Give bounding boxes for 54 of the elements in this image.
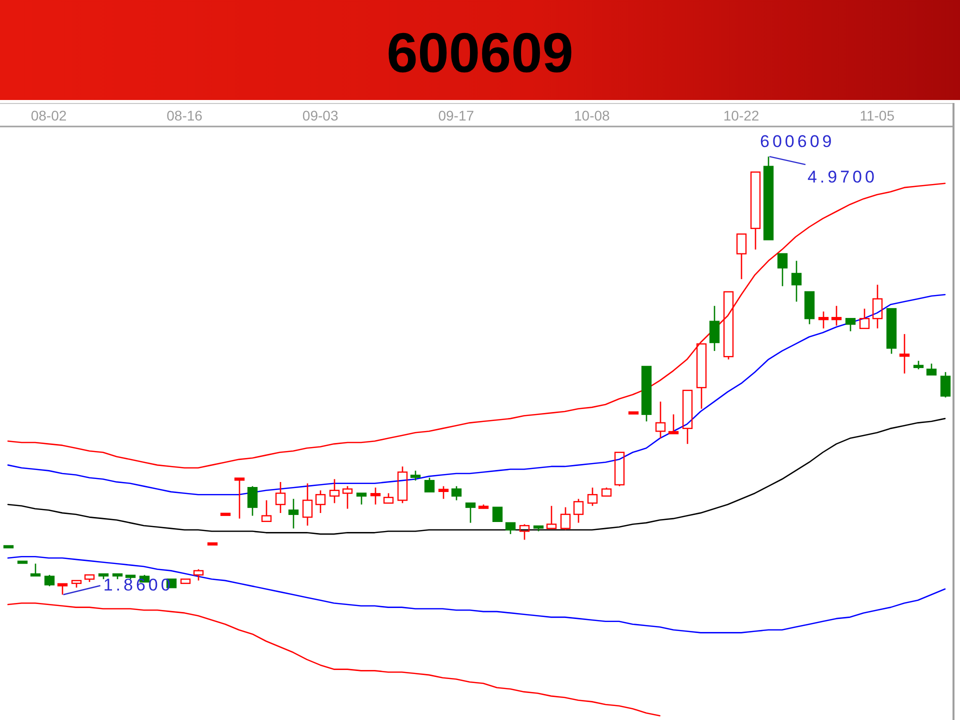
candlestick bbox=[587, 486, 598, 507]
candlestick bbox=[370, 486, 381, 506]
candlestick bbox=[275, 481, 286, 514]
candlestick bbox=[302, 482, 313, 526]
candlestick bbox=[750, 171, 761, 250]
candlestick bbox=[655, 401, 666, 439]
candlestick bbox=[180, 578, 191, 584]
candlestick bbox=[573, 498, 584, 524]
candlestick bbox=[940, 371, 951, 398]
candlestick bbox=[315, 490, 326, 514]
text: 600609 bbox=[386, 21, 574, 84]
candlestick bbox=[57, 583, 68, 596]
candlestick bbox=[668, 414, 679, 434]
candlestick bbox=[872, 284, 883, 330]
candlestick bbox=[288, 498, 299, 530]
x-tick-label: 11-05 bbox=[860, 108, 895, 124]
x-tick-label: 09-03 bbox=[302, 108, 338, 124]
candlestick bbox=[519, 524, 530, 540]
candlestick bbox=[682, 390, 693, 445]
candlestick bbox=[777, 253, 788, 287]
candlestick bbox=[859, 308, 870, 330]
annotation: 1.8600 bbox=[103, 576, 174, 595]
x-tick-label: 09-17 bbox=[438, 108, 474, 124]
candlestick bbox=[410, 470, 421, 482]
x-tick-label: 10-08 bbox=[574, 108, 610, 124]
chart-title: 600609 bbox=[760, 132, 835, 151]
candlestick bbox=[247, 486, 258, 516]
candlestick bbox=[342, 486, 353, 510]
candlestick bbox=[30, 563, 41, 577]
candlestick bbox=[329, 478, 340, 504]
candlestick bbox=[899, 333, 910, 374]
candlestick bbox=[831, 305, 842, 326]
candlestick bbox=[356, 492, 367, 506]
candlestick bbox=[736, 233, 747, 280]
annotation: 4.9700 bbox=[807, 168, 878, 187]
candlestick bbox=[791, 260, 802, 302]
candlestick bbox=[261, 500, 272, 522]
x-tick-label: 10-22 bbox=[723, 108, 760, 124]
candlestick bbox=[492, 506, 503, 522]
candlestick bbox=[505, 522, 516, 535]
candlestick bbox=[424, 477, 435, 492]
candlestick bbox=[845, 318, 856, 332]
candlestick bbox=[234, 478, 245, 520]
candlestick bbox=[451, 486, 462, 501]
candlestick bbox=[926, 362, 937, 376]
candlestick bbox=[546, 505, 557, 530]
candlestick bbox=[709, 305, 720, 352]
x-tick-label: 08-02 bbox=[30, 108, 67, 124]
candlestick bbox=[465, 502, 476, 524]
candlestick bbox=[44, 574, 55, 587]
x-tick-label: 08-16 bbox=[166, 108, 203, 124]
candlestick bbox=[696, 343, 707, 410]
candlestick bbox=[818, 310, 829, 330]
candlestick bbox=[438, 486, 449, 500]
